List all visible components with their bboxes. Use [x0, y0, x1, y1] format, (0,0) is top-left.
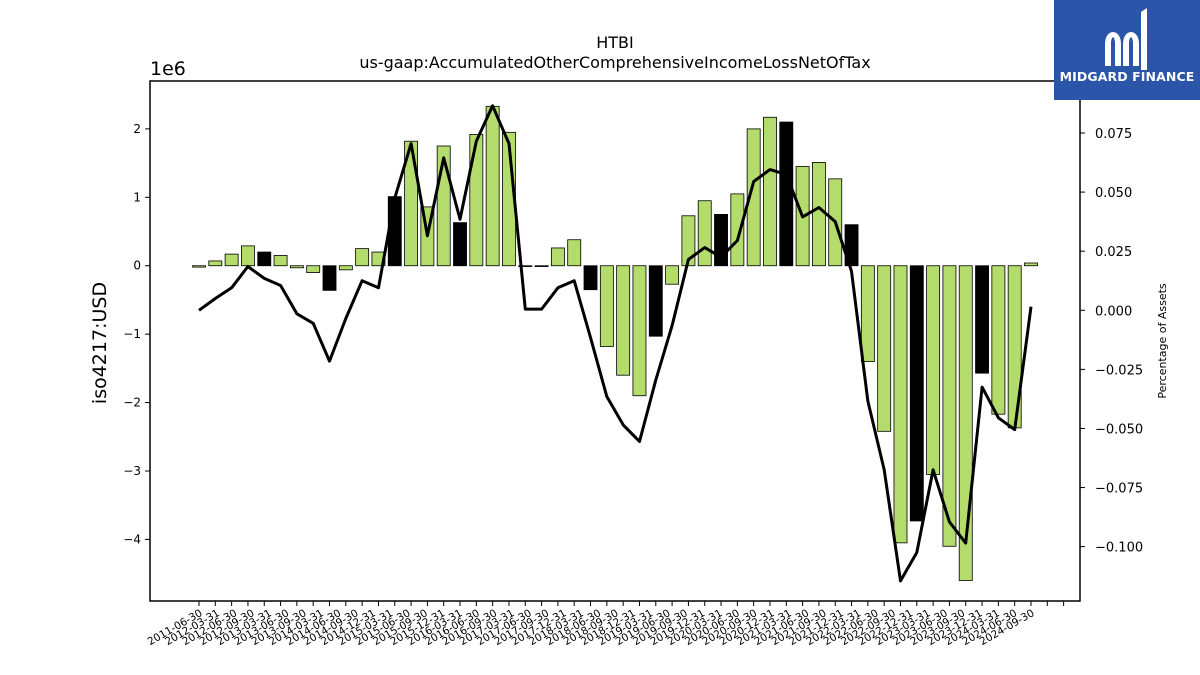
y2-tick-label: −0.050	[1095, 422, 1143, 437]
x-axis: 2011-06-302012-03-312012-06-302012-09-30…	[146, 601, 1065, 648]
brand-logo: MIDGARD FINANCE	[1054, 0, 1200, 100]
y-tick-label: 0	[133, 259, 141, 273]
bar	[453, 222, 467, 267]
y2-tick-label: −0.100	[1095, 541, 1143, 556]
bar	[306, 265, 321, 273]
bar	[1024, 262, 1038, 267]
bar	[550, 247, 565, 267]
bar	[632, 265, 647, 397]
y2-tick-label: 0.000	[1095, 304, 1132, 319]
y-tick-label: 2	[133, 122, 141, 136]
bar	[257, 251, 272, 267]
bar	[567, 239, 582, 267]
bar	[763, 116, 777, 267]
bar	[844, 224, 859, 267]
bar	[811, 162, 826, 267]
bar	[355, 248, 370, 267]
y2-tick-label: 0.050	[1095, 186, 1132, 201]
y-tick-label: −2	[123, 396, 141, 410]
bar	[860, 265, 875, 362]
bar	[322, 265, 337, 291]
bar	[926, 265, 941, 475]
bar	[877, 265, 892, 432]
bar	[665, 265, 680, 285]
bar	[273, 255, 288, 267]
bar	[909, 265, 924, 522]
bar	[338, 265, 353, 271]
bar	[241, 245, 255, 267]
bar	[534, 265, 549, 267]
y-axis-label: iso4217:USD	[89, 282, 111, 404]
chart-subtitle: us-gaap:AccumulatedOtherComprehensiveInc…	[359, 53, 870, 72]
bar	[681, 215, 696, 267]
bar	[485, 105, 500, 267]
bar	[975, 265, 989, 374]
y2-tick-label: 0.025	[1095, 245, 1132, 260]
bar	[599, 265, 614, 347]
percentage-line	[198, 104, 1033, 583]
bar	[779, 121, 794, 267]
bar	[648, 265, 663, 337]
bar	[893, 265, 908, 544]
bar	[730, 193, 745, 267]
bar	[518, 265, 533, 267]
bar	[583, 265, 598, 291]
bar	[942, 265, 957, 547]
y2-tick-label: 0.075	[1095, 127, 1132, 142]
plot-frame	[149, 80, 1081, 602]
bar-series	[192, 105, 1038, 581]
bar	[469, 133, 484, 267]
y-tick-label: −1	[123, 327, 141, 341]
bar	[224, 253, 239, 267]
y-axis-right: −0.100 −0.075 −0.050 −0.025 0.000 0.025 0.050 0…	[1080, 127, 1143, 556]
y-axis-left: −4 −3 −2 −1 0 1 2	[123, 122, 150, 546]
y-tick-label: −4	[123, 532, 141, 546]
logo-text: MIDGARD FINANCE	[1059, 69, 1195, 84]
bar	[616, 265, 631, 376]
bar	[289, 265, 304, 269]
bar	[697, 200, 712, 267]
chart-title: HTBI	[596, 33, 634, 52]
bar	[746, 128, 761, 267]
y2-tick-label: −0.025	[1095, 363, 1143, 378]
y2-axis-label: Percentage of Assets	[1156, 283, 1169, 399]
y2-tick-label: −0.075	[1095, 482, 1143, 497]
line-series	[198, 104, 1033, 583]
y-offset-label: 1e6	[150, 58, 186, 80]
y-tick-label: −3	[123, 464, 141, 478]
bar	[208, 260, 223, 267]
bar	[192, 265, 206, 268]
bar	[991, 265, 1006, 415]
midgard-logo-icon	[1105, 8, 1147, 70]
y-tick-label: 1	[133, 190, 141, 204]
bar	[404, 140, 419, 267]
